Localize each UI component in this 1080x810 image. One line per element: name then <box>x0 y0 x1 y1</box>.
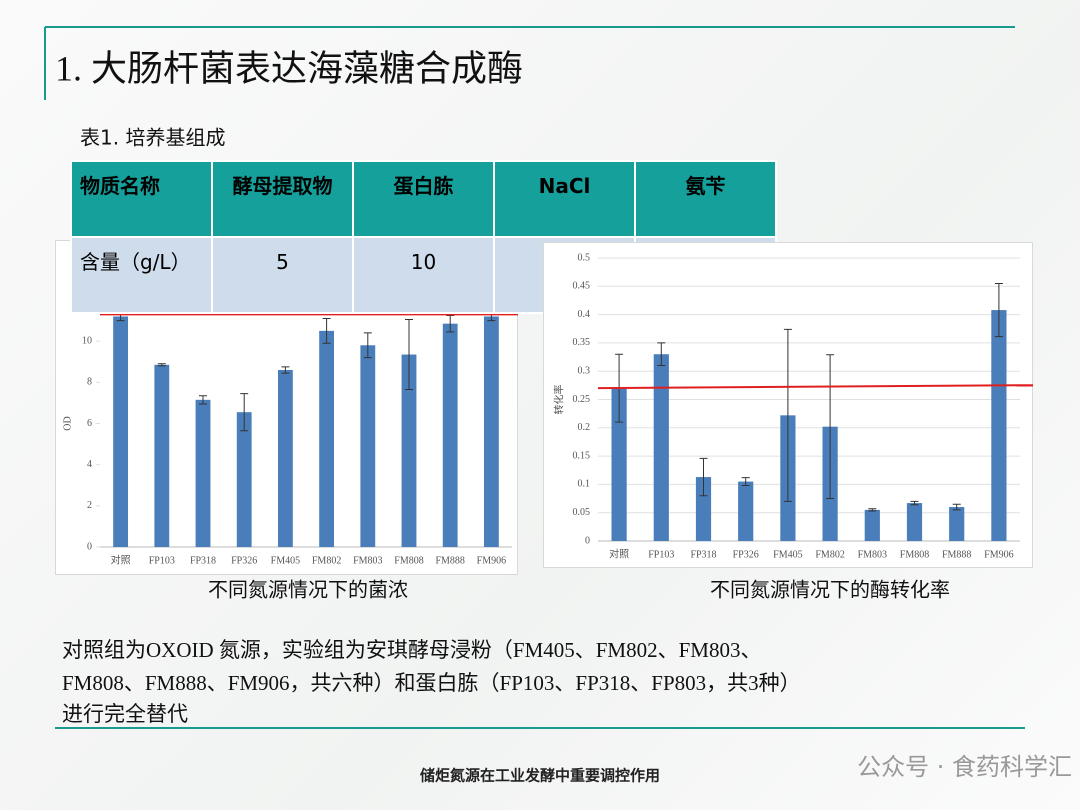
error-bar <box>157 363 166 367</box>
paragraph-line: FM808、FM888、FM906，共六种）和蛋白胨（FP103、FP318、F… <box>62 671 801 695</box>
y-tick-label: 0.05 <box>573 507 591 518</box>
bar <box>319 330 335 547</box>
error-bar <box>826 354 835 500</box>
table-caption: 表1. 培养基组成 <box>80 126 225 150</box>
watermark: 公众号 · 食药科学汇 <box>857 753 1072 781</box>
cell: 10 <box>352 236 495 314</box>
cell: 5 <box>211 236 354 314</box>
header-cell: NaCl <box>493 160 636 238</box>
header-cell: 酵母提取物 <box>211 160 354 238</box>
bar <box>236 412 252 547</box>
title: 1. 大肠杆菌表达海藻糖合成酶 <box>55 48 523 88</box>
error-bar <box>363 332 372 359</box>
error-bar <box>868 508 877 512</box>
x-tick-label: FM808 <box>394 555 423 566</box>
paragraph-line: 进行完全替代 <box>62 702 188 726</box>
x-tick-label: FM808 <box>900 549 929 560</box>
y-axis-label: OD <box>62 416 73 430</box>
y-tick-label: 0.25 <box>573 394 591 405</box>
error-bar <box>657 342 666 367</box>
bar <box>483 316 499 547</box>
x-tick-label: FM802 <box>312 555 341 566</box>
x-tick-label: FM888 <box>435 555 464 566</box>
error-bar <box>994 282 1003 338</box>
header-cell: 氨苄 <box>634 160 777 238</box>
y-tick-label: 0.35 <box>573 337 591 348</box>
x-tick-label: FP103 <box>149 555 175 566</box>
x-tick-label: FP318 <box>690 549 716 560</box>
header-cell: 蛋白胨 <box>352 160 495 238</box>
error-bar <box>240 393 249 432</box>
bar <box>277 369 293 547</box>
y-tick-label: 0.15 <box>573 450 591 461</box>
x-tick-label: 对照 <box>609 547 629 560</box>
y-tick-label: 0 <box>87 541 92 552</box>
y-tick-label: 0.5 <box>578 252 591 263</box>
y-tick-label: 8 <box>87 377 92 388</box>
bar <box>154 364 170 547</box>
error-bar <box>199 395 207 405</box>
bar <box>360 345 376 547</box>
y-tick-label: 0.3 <box>578 365 591 376</box>
error-bar <box>699 457 708 497</box>
x-tick-label: FM888 <box>942 549 971 560</box>
x-tick-label: 对照 <box>111 553 131 566</box>
y-tick-label: 0.45 <box>573 281 591 292</box>
y-tick-label: 2 <box>87 500 92 511</box>
paragraph-line: 对照组为OXOID 氮源，实验组为安琪酵母浸粉（FM405、FM802、FM80… <box>62 638 761 662</box>
bar <box>195 399 211 547</box>
table-header: 物质名称 酵母提取物 蛋白胨 NaCl 氨苄 <box>70 160 777 238</box>
bar <box>738 481 754 541</box>
bar <box>442 323 458 547</box>
chart: 转化率 0 0.05 0.1 0.15 0.2 0.25 0.3 0.35 0.4 0.45 0.5 对… <box>543 242 1033 568</box>
x-tick-label: FP103 <box>648 549 674 560</box>
x-tick-label: FM405 <box>773 549 802 560</box>
x-tick-label: FM906 <box>477 555 506 566</box>
y-tick-label: 0.2 <box>578 422 591 433</box>
bar <box>611 388 627 541</box>
x-tick-label: FM906 <box>984 549 1013 560</box>
bar <box>653 354 669 541</box>
bar <box>906 503 923 541</box>
header-cell: 物质名称 <box>70 160 213 238</box>
reference-line <box>597 384 1033 390</box>
footer: 储炬氮源在工业发酵中重要调控作用 <box>420 767 660 785</box>
bar <box>695 477 712 541</box>
cell: 含量（g/L） <box>70 236 213 314</box>
error-bar <box>405 319 413 391</box>
error-bar <box>446 314 455 333</box>
error-bar <box>783 328 792 502</box>
bar <box>864 509 880 541</box>
y-tick-label: 6 <box>87 418 92 429</box>
caption: 不同氮源情况下的菌浓 <box>208 578 408 602</box>
x-tick-label: FM405 <box>271 555 300 566</box>
caption: 不同氮源情况下的酶转化率 <box>710 578 950 602</box>
x-tick-label: FP318 <box>190 555 216 566</box>
error-bar <box>322 318 331 344</box>
x-tick-label: FM803 <box>353 555 382 566</box>
bar <box>949 507 965 541</box>
y-tick-label: 0 <box>585 535 590 546</box>
error-bar <box>952 503 961 511</box>
bar <box>401 354 417 547</box>
error-bar <box>910 500 919 506</box>
error-bar <box>281 366 290 374</box>
bar <box>113 316 129 547</box>
y-tick-label: 0.1 <box>578 479 591 490</box>
bar <box>991 310 1007 541</box>
x-tick-label: FM803 <box>858 549 887 560</box>
y-axis-label: 转化率 <box>552 385 565 415</box>
y-tick-label: 10 <box>82 335 92 346</box>
error-bar <box>741 477 750 487</box>
y-tick-label: 0.4 <box>578 309 591 320</box>
y-tick-label: 4 <box>87 459 92 470</box>
x-tick-label: FP326 <box>733 549 759 560</box>
x-tick-label: FM802 <box>815 549 844 560</box>
x-tick-label: FP326 <box>231 555 257 566</box>
